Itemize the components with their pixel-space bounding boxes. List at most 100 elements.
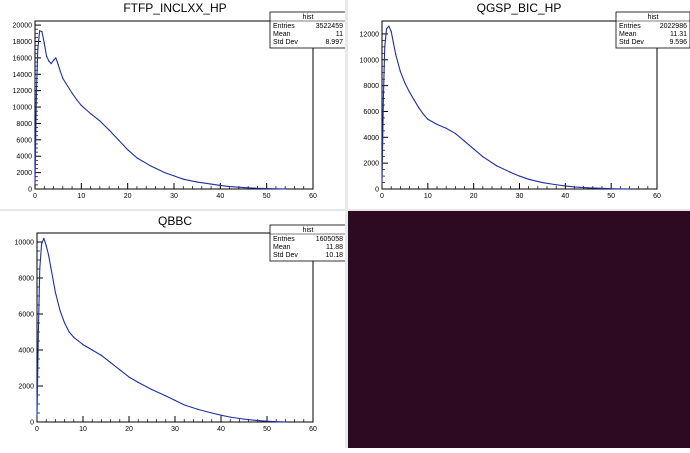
y-tick-label: 16000	[13, 55, 33, 62]
data-point	[390, 30, 392, 32]
y-tick-label: 6000	[363, 109, 379, 116]
data-point	[601, 187, 603, 189]
data-point	[196, 181, 198, 183]
x-tick-label: 0	[380, 193, 384, 200]
data-point	[388, 25, 390, 27]
data-point	[41, 31, 43, 33]
x-tick-label: 30	[516, 193, 524, 200]
data-point	[50, 63, 52, 65]
data-point	[284, 188, 286, 190]
data-point	[43, 42, 45, 44]
data-point	[59, 71, 62, 73]
data-point	[495, 165, 498, 167]
data-point	[229, 416, 231, 418]
data-point	[37, 49, 39, 51]
y-tick-label: 12000	[13, 88, 33, 95]
stats-label: Std Dev	[273, 252, 298, 259]
data-point	[91, 349, 93, 351]
data-point	[564, 185, 566, 187]
stats-value: 11.31	[670, 31, 687, 38]
data-point	[509, 171, 511, 173]
stats-value: 2022986	[660, 23, 687, 30]
x-tick-label: 60	[309, 426, 317, 433]
data-point	[48, 60, 50, 62]
empty-pad	[348, 211, 690, 448]
y-tick-label: 2000	[363, 161, 379, 168]
histogram-panel: QBBC 0 2000 4000 6000 8000 10000 0 10 20 30 40 50 60 h…	[15, 214, 347, 433]
stats-value: 3522459	[316, 23, 343, 30]
data-point	[482, 156, 484, 158]
stats-box: hist Entries 3522459 Mean 11 Std Dev 8.997	[269, 11, 347, 49]
data-point	[37, 331, 39, 333]
data-point	[463, 140, 466, 142]
data-point	[41, 243, 43, 245]
stats-label: Entries	[273, 23, 295, 30]
data-point	[266, 187, 268, 190]
data-point	[62, 77, 64, 79]
y-tick-label: 10000	[360, 57, 380, 64]
data-point	[45, 55, 48, 57]
stats-value: 9.596	[669, 39, 687, 46]
data-point	[59, 309, 61, 311]
stats-box-title: hist	[303, 227, 314, 234]
data-point	[182, 178, 184, 180]
x-tick-label: 30	[170, 193, 178, 200]
y-tick-label: 0	[28, 187, 32, 194]
stats-label: Entries	[273, 236, 295, 243]
data-point	[47, 254, 50, 256]
data-point	[165, 395, 167, 397]
data-point	[108, 129, 110, 131]
data-point	[99, 120, 101, 122]
stats-value: 10.18	[325, 252, 343, 259]
y-tick-label: 14000	[13, 72, 33, 79]
data-point	[541, 181, 544, 184]
data-point	[66, 85, 69, 87]
y-tick-label: 6000	[18, 312, 34, 319]
y-tick-label: 6000	[16, 137, 32, 144]
x-tick-label: 30	[171, 426, 179, 433]
y-tick-label: 2000	[18, 384, 34, 391]
data-point	[164, 172, 166, 174]
data-point	[54, 291, 57, 293]
data-point	[399, 70, 401, 72]
data-point	[77, 340, 79, 342]
stats-box-title: hist	[303, 14, 314, 21]
series-line	[36, 237, 286, 423]
stats-label: Entries	[619, 23, 641, 30]
data-point	[381, 184, 383, 186]
y-tick-label: 8000	[18, 276, 34, 283]
data-point	[117, 139, 119, 141]
x-tick-label: 20	[470, 193, 478, 200]
data-point	[242, 186, 245, 189]
data-point	[587, 187, 589, 189]
data-point	[36, 416, 38, 418]
data-point	[80, 104, 82, 107]
data-point	[57, 63, 59, 66]
y-tick-label: 10000	[13, 105, 33, 112]
data-point	[436, 123, 438, 125]
x-tick-label: 20	[124, 193, 132, 200]
data-point	[183, 404, 185, 406]
x-tick-label: 10	[79, 426, 87, 433]
pad-separator-vertical	[345, 0, 348, 448]
data-point	[382, 97, 384, 100]
data-point	[68, 331, 70, 333]
stats-box-frame	[615, 11, 690, 49]
data-point	[73, 336, 75, 338]
data-point	[219, 184, 221, 187]
data-point	[52, 59, 55, 61]
stats-value: 8.997	[325, 39, 343, 46]
data-point	[127, 149, 129, 151]
data-point	[71, 92, 73, 94]
data-point	[43, 237, 45, 239]
data-point	[151, 389, 153, 391]
y-tick-label: 18000	[13, 39, 33, 46]
y-tick-label: 8000	[363, 83, 379, 90]
data-point	[39, 268, 41, 270]
stats-value: 11	[336, 31, 343, 38]
data-point	[197, 408, 199, 410]
stats-label: Std Dev	[273, 39, 298, 46]
x-tick-label: 50	[263, 426, 271, 433]
data-point	[528, 178, 530, 180]
data-point	[210, 183, 212, 185]
